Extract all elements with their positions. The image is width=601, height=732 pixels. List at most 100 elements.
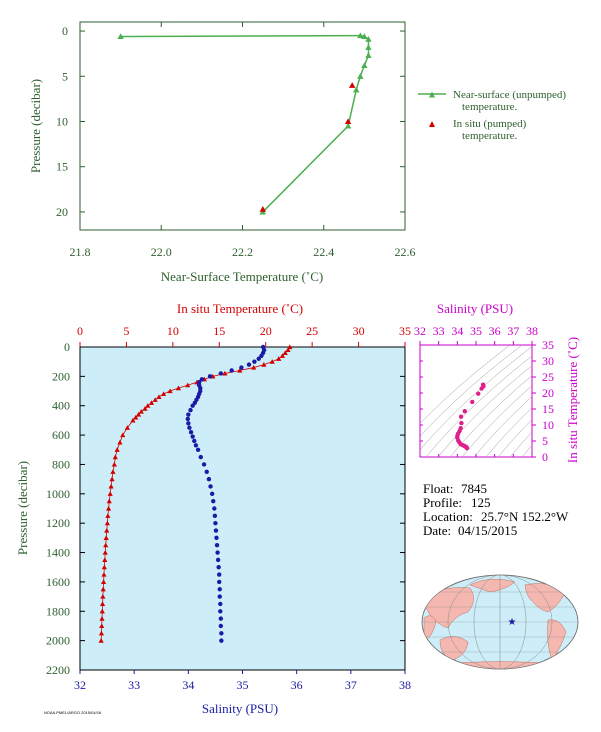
temperature-point	[117, 439, 123, 445]
near-surface-point	[357, 73, 364, 79]
near-surface-point	[365, 44, 372, 50]
temperature-point	[108, 483, 114, 489]
temperature-point	[145, 403, 151, 408]
temperature-point	[120, 432, 126, 438]
top-x-ticks: 21.8 22.0 22.2 22.4 22.6	[70, 22, 416, 259]
near-surface-point	[353, 86, 360, 93]
salinity-point	[218, 609, 223, 614]
salinity-point	[218, 371, 224, 376]
temperature-point	[282, 350, 288, 355]
ts-point	[459, 420, 464, 426]
isopycnal-curve	[485, 407, 532, 457]
salinity-point	[212, 513, 218, 519]
temperature-point	[135, 411, 142, 417]
temperature-point	[124, 425, 130, 430]
pressure-tick-label: 1600	[46, 575, 70, 589]
temperature-point	[102, 557, 108, 562]
near-surface-point	[344, 122, 352, 129]
ts-y-tick-label: 10	[542, 418, 554, 432]
legend-line-2b: temperature.	[462, 130, 518, 142]
temperature-point	[269, 359, 275, 364]
pressure-tick-label: 200	[52, 369, 70, 383]
salinity-point	[190, 434, 195, 439]
temperature-point	[106, 505, 112, 511]
legend-line-2a: In situ (pumped)	[453, 118, 527, 130]
ts-point	[464, 445, 470, 451]
near-surface-point	[365, 35, 372, 42]
ts-y-tick-label: 35	[542, 338, 554, 352]
temperature-point	[287, 344, 293, 350]
top-legend: Near-surface (unpumped) temperature. In …	[418, 89, 569, 142]
ts-y-tick-label: 0	[542, 450, 548, 464]
temperature-point	[100, 593, 106, 599]
top-x-tick-label: 22.6	[395, 245, 416, 259]
legend-line-1b: temperature.	[462, 101, 518, 113]
salinity-point	[190, 403, 195, 408]
salinity-point	[199, 377, 205, 382]
salinity-point	[217, 572, 222, 577]
salinity-point	[186, 421, 191, 426]
salinity-point	[256, 356, 261, 361]
temp-tick-label: 10	[167, 324, 179, 338]
temperature-point	[109, 476, 115, 482]
sal-tick-label: 37	[345, 678, 357, 692]
temperature-point	[103, 535, 109, 540]
top-x-tick-label: 22.0	[151, 245, 172, 259]
temperature-point	[106, 498, 112, 504]
salinity-point	[239, 365, 244, 370]
map-land-arctic	[469, 578, 516, 593]
pressure-tick-label: 1400	[46, 546, 70, 560]
isopycnal-curve	[473, 396, 532, 457]
ts-point	[470, 399, 475, 405]
temperature-point	[285, 347, 291, 353]
legend-label-near-surface: Near-surface (unpumped) temperature.	[453, 89, 569, 113]
salinity-point	[213, 528, 219, 533]
in-situ-point	[259, 206, 267, 212]
location-value: 25.7°N 152.2°W	[481, 509, 569, 524]
location-label: Location:	[423, 509, 473, 524]
salinity-point	[192, 438, 197, 444]
in-situ-point	[348, 82, 356, 88]
temperature-point	[111, 461, 117, 467]
ts-y-tick-label: 20	[542, 386, 554, 400]
salinity-point	[211, 498, 216, 504]
profile-value: 125	[471, 495, 491, 510]
top-x-axis-label: Near-Surface Temperature (˚C)	[161, 269, 323, 284]
main-y-axis-label: Pressure (decibar)	[15, 461, 30, 555]
top-y-tick-label: 20	[56, 205, 68, 219]
ts-y-tick-label: 30	[542, 354, 554, 368]
temperature-point	[152, 397, 158, 402]
salinity-point	[216, 565, 221, 570]
temperature-point	[100, 586, 106, 592]
ts-y-tick-label: 25	[542, 370, 554, 384]
float-location-marker: ★	[508, 617, 517, 628]
near-surface-point	[361, 33, 368, 40]
temperature-point	[104, 527, 110, 533]
ts-title: Salinity (PSU)	[437, 301, 513, 316]
ts-series	[455, 382, 486, 451]
temperature-point	[99, 616, 105, 621]
profile-panel: 0 5 10 15 20 25 30 35 32 33 34 35 36 37 38 0 200 400 600…	[15, 301, 411, 716]
salinity-point	[213, 520, 218, 526]
temperature-point	[142, 406, 148, 411]
legend-green-triangle	[429, 91, 435, 98]
pressure-tick-label: 1000	[46, 487, 70, 501]
pressure-tick-label: 2200	[46, 663, 70, 677]
salinity-point	[185, 416, 190, 422]
legend-label-in-situ: In situ (pumped) temperature.	[453, 118, 529, 142]
main-bottom-axis-label: Salinity (PSU)	[202, 701, 278, 716]
temperature-point	[114, 447, 120, 452]
float-value: 7845	[461, 481, 487, 496]
ts-x-tick-label: 38	[526, 324, 538, 338]
salinity-point	[188, 429, 194, 435]
in-situ-point	[344, 118, 352, 125]
salinity-point	[219, 638, 224, 643]
ts-x-tick-label: 32	[414, 324, 426, 338]
ts-x-tick-label: 36	[489, 324, 501, 338]
temperature-point	[110, 469, 116, 474]
salinity-point	[259, 353, 264, 359]
map-graticule	[422, 575, 578, 669]
temperature-point	[237, 367, 243, 373]
pressure-tick-label: 1200	[46, 516, 70, 530]
salinity-point	[229, 368, 234, 373]
